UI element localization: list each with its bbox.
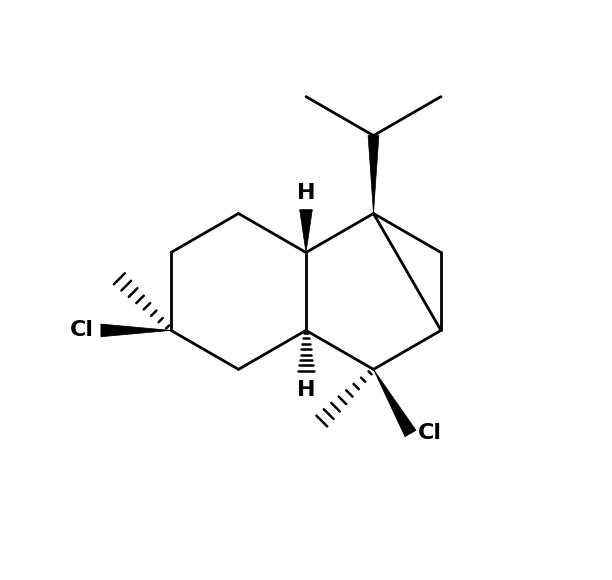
Text: H: H <box>297 380 315 400</box>
Text: Cl: Cl <box>70 320 94 340</box>
Polygon shape <box>300 209 312 252</box>
Polygon shape <box>373 369 416 437</box>
Polygon shape <box>101 324 171 337</box>
Text: H: H <box>297 183 315 202</box>
Polygon shape <box>368 136 379 213</box>
Text: Cl: Cl <box>417 423 441 444</box>
